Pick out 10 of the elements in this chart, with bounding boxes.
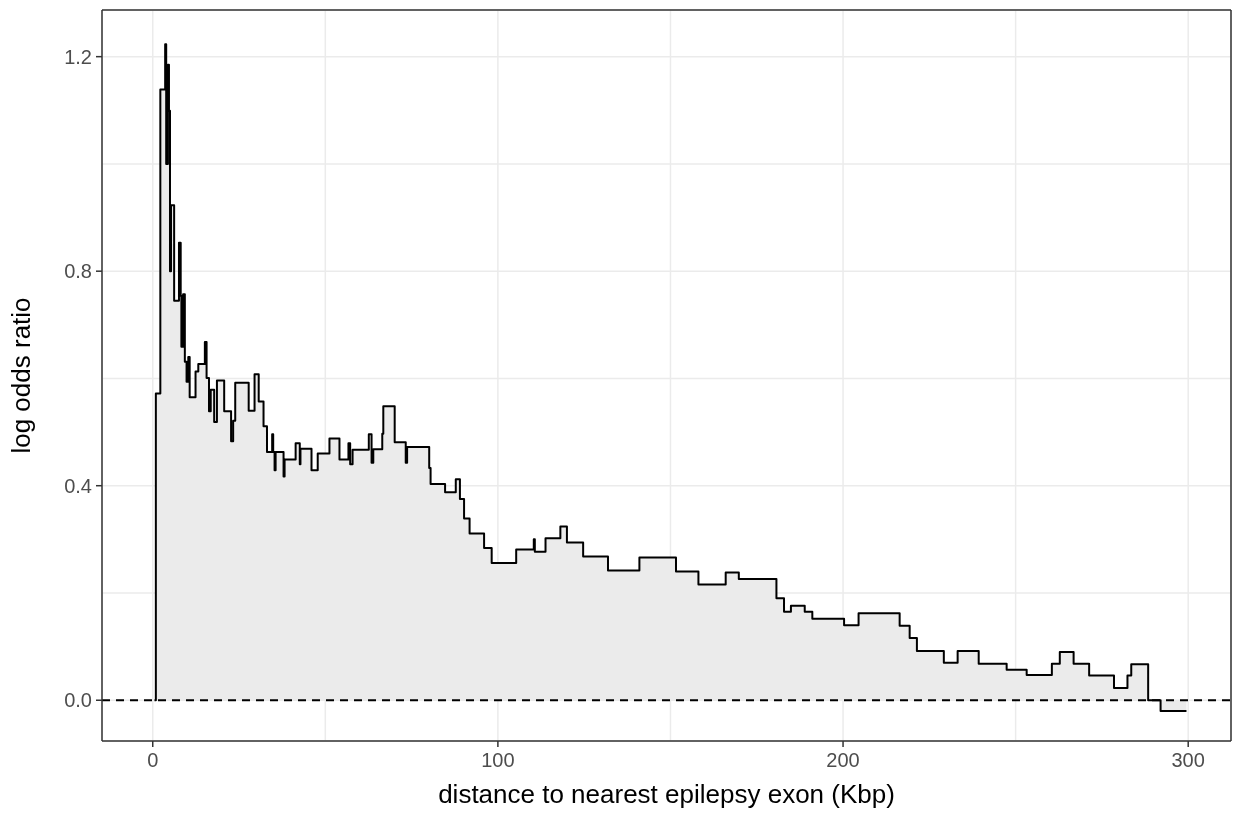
x-tick-label: 0 [147,749,159,771]
y-tick-label: 0.8 [64,260,92,283]
x-tick-label: 300 [1171,749,1205,771]
y-tick-label: 1.2 [64,45,92,68]
y-tick-label: 0.0 [64,689,92,712]
x-tick-label: 100 [481,749,515,771]
x-axis-title: distance to nearest epilepsy exon (Kbp) [438,779,895,809]
x-tick-label: 200 [826,749,860,771]
y-axis-title: log odds ratio [6,297,36,454]
y-tick-label: 0.4 [64,474,92,497]
